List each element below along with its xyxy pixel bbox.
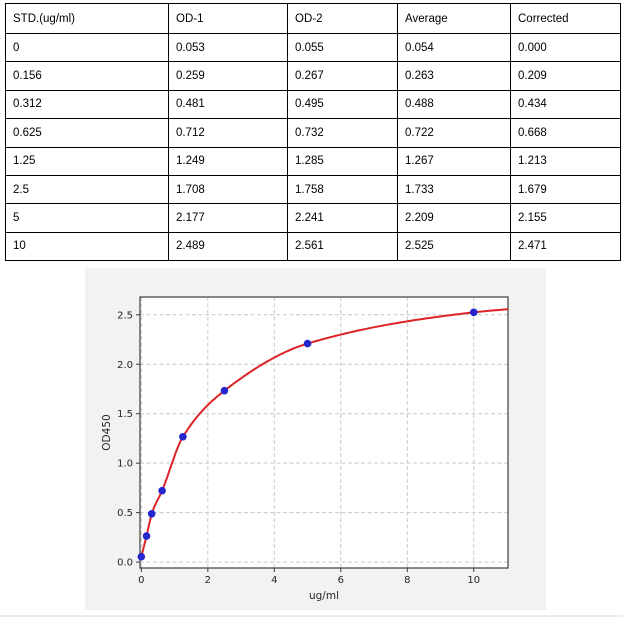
standard-curve-figure: 0 2 4 6 8 10 0.0 0.5 1.0 1.5 2.0 2.5 ug/ml OD450 bbox=[85, 268, 546, 610]
table-cell: 0.488 bbox=[397, 89, 511, 120]
table-cell: 2.561 bbox=[287, 231, 398, 262]
data-point bbox=[179, 432, 187, 441]
table-row: 0.156 0.259 0.267 0.263 0.209 bbox=[5, 61, 621, 91]
table-cell: 1.285 bbox=[287, 146, 398, 176]
table-cell: 10 bbox=[5, 231, 169, 262]
plot-area bbox=[140, 297, 508, 568]
header-row: STD.(ug/ml) OD-1 OD-2 Average Corrected bbox=[5, 3, 621, 34]
data-point bbox=[142, 532, 151, 540]
table-cell: 0.722 bbox=[397, 118, 511, 148]
table-row: 0 0.053 0.055 0.054 0.000 bbox=[5, 32, 621, 63]
table-cell: 2.177 bbox=[168, 203, 288, 233]
standards-table: STD.(ug/ml) OD-1 OD-2 Average Corrected 0 0.0… bbox=[5, 3, 621, 262]
data-point bbox=[158, 486, 166, 495]
table-row: 5 2.177 2.241 2.209 2.155 bbox=[5, 203, 621, 233]
table-cell: 0.434 bbox=[510, 89, 621, 120]
table-cell: 1.758 bbox=[287, 174, 398, 205]
table-cell: 1.679 bbox=[510, 174, 621, 205]
table-cell: 0.259 bbox=[168, 61, 288, 91]
table-cell: 0.000 bbox=[510, 32, 621, 63]
x-tick-label: 6 bbox=[338, 575, 344, 586]
table-cell: 0.312 bbox=[5, 89, 169, 120]
x-tick-label: 4 bbox=[271, 575, 277, 586]
data-point bbox=[469, 308, 478, 317]
table-cell: 0.209 bbox=[510, 61, 621, 91]
table-cell: 1.708 bbox=[168, 174, 288, 205]
column-header: Corrected bbox=[510, 3, 621, 34]
table-cell: 2.209 bbox=[397, 203, 511, 233]
table-cell: 0.053 bbox=[168, 32, 288, 63]
y-tick-label: 0.0 bbox=[117, 558, 133, 569]
x-tick-label: 10 bbox=[467, 575, 480, 586]
table-cell: 1.249 bbox=[168, 146, 288, 176]
table-cell: 0.055 bbox=[287, 32, 398, 63]
table-cell: 0.263 bbox=[397, 61, 511, 91]
data-point bbox=[137, 552, 146, 561]
table-row: 1.25 1.249 1.285 1.267 1.213 bbox=[5, 146, 621, 176]
y-tick-label: 1.5 bbox=[117, 409, 133, 420]
column-header: OD-2 bbox=[287, 3, 398, 34]
table-cell: 0.156 bbox=[5, 61, 169, 91]
table-cell: 1.733 bbox=[397, 174, 511, 205]
table-header: STD.(ug/ml) OD-1 OD-2 Average Corrected bbox=[5, 3, 621, 34]
table-cell: 2.155 bbox=[510, 203, 621, 233]
y-tick-label: 2.5 bbox=[117, 310, 133, 321]
standard-curve-chart: 0 2 4 6 8 10 0.0 0.5 1.0 1.5 2.0 2.5 ug/ml OD450 bbox=[101, 296, 509, 602]
table-cell: 2.241 bbox=[287, 203, 398, 233]
column-header: STD.(ug/ml) bbox=[5, 3, 169, 34]
table-cell: 2.525 bbox=[397, 231, 511, 262]
table-cell: 0.481 bbox=[168, 89, 288, 120]
y-tick-label: 1.0 bbox=[117, 459, 133, 470]
x-tick-label: 2 bbox=[205, 575, 211, 586]
table-cell: 0.732 bbox=[287, 118, 398, 148]
plot-spines bbox=[139, 296, 509, 569]
table-cell: 0.054 bbox=[397, 32, 511, 63]
data-point bbox=[147, 510, 156, 518]
y-axis-label: OD450 bbox=[101, 414, 113, 450]
column-header: OD-1 bbox=[168, 3, 288, 34]
y-tick-label: 0.5 bbox=[117, 508, 133, 519]
table-cell: 5 bbox=[5, 203, 169, 233]
x-tick-label: 0 bbox=[138, 575, 144, 586]
fit-curve bbox=[140, 308, 509, 557]
table-cell: 1.267 bbox=[397, 146, 511, 176]
table-cell: 2.471 bbox=[510, 231, 621, 262]
table-cell: 0.267 bbox=[287, 61, 398, 91]
table-cell: 1.213 bbox=[510, 146, 621, 176]
data-point bbox=[303, 339, 312, 348]
bottom-divider bbox=[0, 615, 623, 617]
table-cell: 0.495 bbox=[287, 89, 398, 120]
table-row: 10 2.489 2.561 2.525 2.471 bbox=[5, 231, 621, 262]
table-cell: 2.5 bbox=[5, 174, 169, 205]
data-point bbox=[220, 386, 229, 395]
x-axis-label: ug/ml bbox=[309, 590, 339, 602]
table-row: 0.625 0.712 0.732 0.722 0.668 bbox=[5, 118, 621, 148]
table-cell: 0 bbox=[5, 32, 169, 63]
table-body: 0 0.053 0.055 0.054 0.000 0.156 0.259 0.267 0.26… bbox=[5, 32, 621, 262]
table-cell: 0.712 bbox=[168, 118, 288, 148]
table-cell: 0.668 bbox=[510, 118, 621, 148]
y-tick-label: 2.0 bbox=[117, 360, 133, 371]
column-header: Average bbox=[397, 3, 511, 34]
table-cell: 0.625 bbox=[5, 118, 169, 148]
table-row: 2.5 1.708 1.758 1.733 1.679 bbox=[5, 174, 621, 205]
table-row: 0.312 0.481 0.495 0.488 0.434 bbox=[5, 89, 621, 120]
x-tick-label: 8 bbox=[404, 575, 410, 586]
table-cell: 1.25 bbox=[5, 146, 169, 176]
table-cell: 2.489 bbox=[168, 231, 288, 262]
